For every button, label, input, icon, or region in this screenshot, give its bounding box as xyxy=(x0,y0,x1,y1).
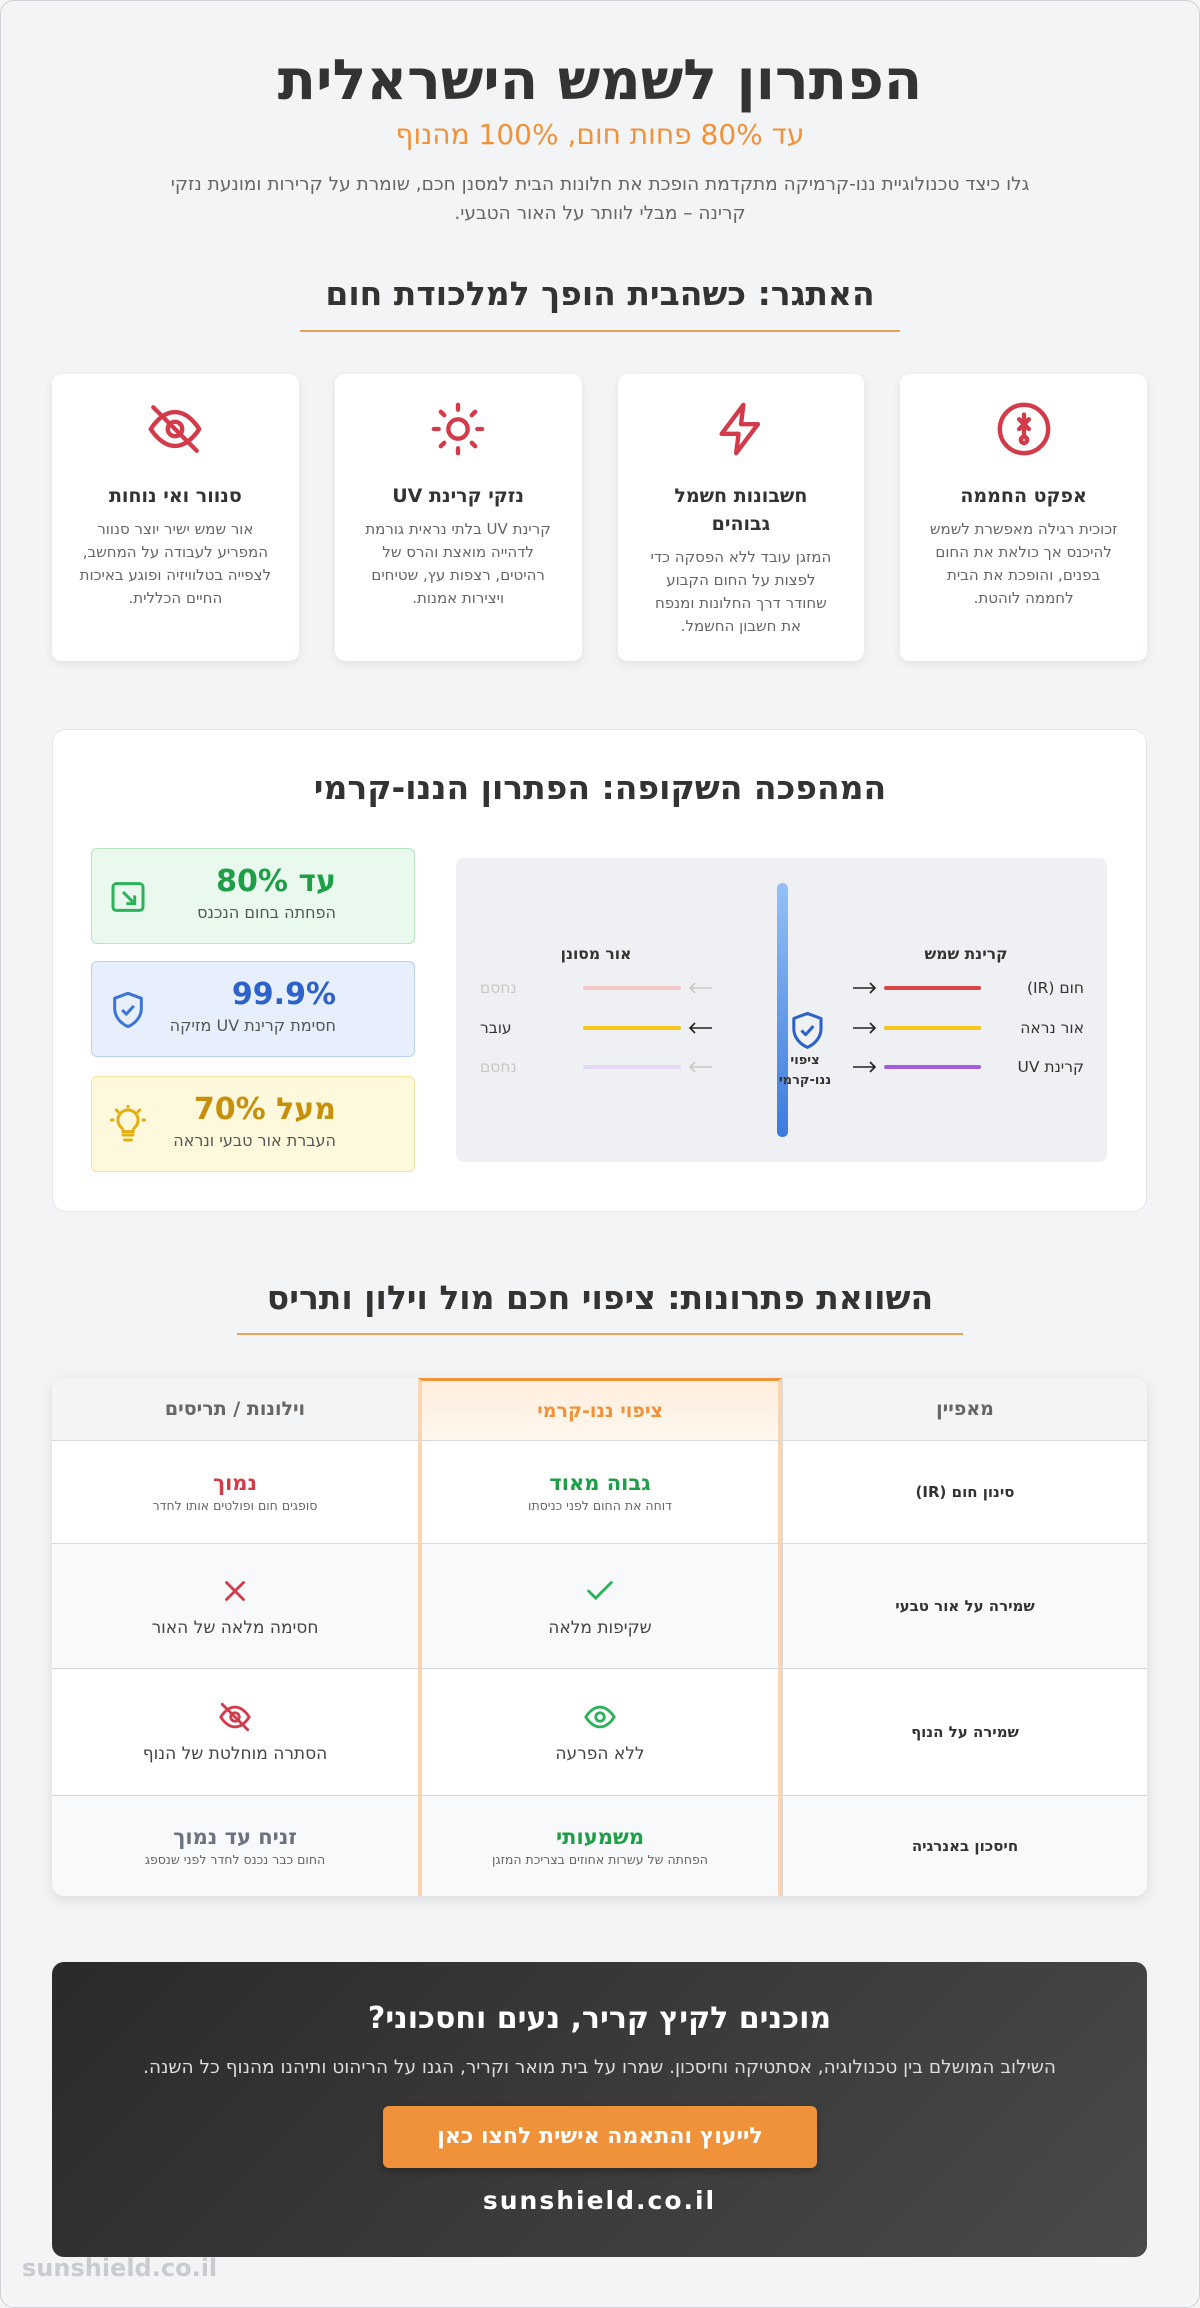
stat-icon xyxy=(111,882,145,912)
card-icon xyxy=(719,402,760,456)
card: אפקט החממה זכוכית רגילה מאפשרת לשמש להיכ… xyxy=(900,374,1147,661)
cta-text: השילוב המושלם בין טכנולוגיה, אסתטיקה וחי… xyxy=(143,2057,1056,2078)
nano-cell: שקיפות מלאה xyxy=(418,1544,782,1669)
stat-box: עד 80% הפחתה בחום הנכנס xyxy=(91,848,415,944)
feature-cell: שמירה על אור טבעי xyxy=(782,1544,1147,1669)
card-title: נזקי קרינת UV xyxy=(392,485,525,507)
cell-text: שקיפות מלאה xyxy=(548,1618,652,1638)
stat-value: עד 80% xyxy=(216,864,336,899)
diagram-graphics xyxy=(583,883,981,1137)
curtain-cell: הסתרה מוחלטת של הנוף xyxy=(52,1669,418,1796)
eye-off-icon xyxy=(219,1702,251,1732)
stat-value: מעל 70% xyxy=(193,1092,336,1127)
incoming-rays xyxy=(884,986,981,1069)
section-heading: השוואת פתרונות: ציפוי חכם מול וילון ותרי… xyxy=(266,1278,934,1317)
curtain-cell: נמוך סופגים חום ופולטים אותו לחדר xyxy=(52,1441,418,1544)
cross-icon xyxy=(225,1581,245,1601)
cell-note: הפחתה של עשרות אחוזים בצריכת המזגן xyxy=(492,1852,708,1867)
cell-text: חסימה מלאה של האור xyxy=(151,1618,319,1638)
cell-title: משמעותי xyxy=(555,1825,645,1849)
card: סנוור ואי נוחות אור שמש ישיר יוצר סנוור … xyxy=(52,374,299,661)
cell-title: נמוך xyxy=(212,1471,258,1495)
curtain-cell: חסימה מלאה של האור xyxy=(52,1544,418,1669)
nano-cell: משמעותי הפחתה של עשרות אחוזים בצריכת המזג… xyxy=(418,1796,782,1896)
cell-title: זניח עד נמוך xyxy=(173,1825,297,1849)
ray-result: עובר xyxy=(480,1019,512,1037)
card-text: קרינת UV בלתי נראית גורמת לדהייה מואצת ו… xyxy=(365,520,551,607)
shield-icon xyxy=(792,1011,823,1049)
challenge-cards: אפקט החממה זכוכית רגילה מאפשרת לשמש להיכ… xyxy=(52,374,1147,661)
ray-result: נחסם xyxy=(480,979,517,997)
cta-title: מוכנים לקיץ קריר, נעים וחסכוני? xyxy=(367,2001,832,2036)
card-icon xyxy=(431,402,485,456)
stat-label: חסימת קרינת UV מזיקה xyxy=(169,1016,336,1035)
ray-label: קרינת UV xyxy=(1017,1058,1085,1076)
watermark: sunshield.co.il xyxy=(22,2254,218,2282)
cta-url: sunshield.co.il xyxy=(482,2186,717,2215)
comparison-table: מאפיין ציפוי ננו-קרמי וילונות / תריסים ס… xyxy=(52,1378,1147,1896)
nano-cell: ללא הפרעה xyxy=(418,1669,782,1796)
cell-title: גבוה מאוד xyxy=(549,1471,651,1495)
cell-text: הסתרה מוחלטת של הנוף xyxy=(142,1744,328,1764)
diagram-heading: אור מסונן xyxy=(560,945,632,963)
stat-label: הפחתה בחום הנכנס xyxy=(197,903,336,922)
cell-note: דוחה את החום לפני כניסתו xyxy=(528,1498,672,1513)
table-header: מאפיין xyxy=(782,1378,1147,1441)
ray-label: אור נראה xyxy=(1020,1019,1084,1037)
card-title: חשבונות חשמל גבוהים xyxy=(674,485,808,535)
card: חשבונות חשמל גבוהים המזגן עובד ללא הפסקה… xyxy=(617,374,865,661)
nano-cell: גבוה מאוד דוחה את החום לפני כניסתו xyxy=(418,1441,782,1544)
feature-cell: חיסכון באנרגיה xyxy=(782,1796,1147,1896)
feature-cell: סינון חום (IR) xyxy=(782,1441,1147,1544)
card-icon xyxy=(997,402,1050,456)
stat-icon xyxy=(109,1105,147,1142)
cell-note: סופגים חום ופולטים אותו לחדר xyxy=(152,1498,318,1513)
cta-box: מוכנים לקיץ קריר, נעים וחסכוני? השילוב ה… xyxy=(52,1962,1147,2257)
ray-result: נחסם xyxy=(480,1058,517,1076)
cta-button[interactable]: לייעוץ והתאמה אישית לחצו כאן xyxy=(383,2106,817,2168)
glass-bar xyxy=(777,883,788,1137)
section-heading: האתגר: כשהבית הופך למלכודת חום xyxy=(325,274,875,313)
stat-box: 99.9% חסימת קרינת UV מזיקה xyxy=(91,961,415,1057)
feature-cell: שמירה על הנוף xyxy=(782,1669,1147,1796)
cell-text: ללא הפרעה xyxy=(555,1744,645,1764)
card: נזקי קרינת UV קרינת UV בלתי נראית גורמת … xyxy=(334,374,582,661)
intro: גלו כיצד טכנולוגיית ננו-קרמיקה מתקדמת הו… xyxy=(170,174,1030,224)
heading-underline xyxy=(300,330,900,332)
diagram-heading: קרינת שמש xyxy=(924,945,1008,963)
card-text: זכוכית רגילה מאפשרת לשמש להיכנס אך כולאת… xyxy=(929,520,1118,607)
table-header: וילונות / תריסים xyxy=(52,1378,418,1441)
card-icon xyxy=(148,405,203,453)
stat-value: 99.9% xyxy=(231,977,336,1012)
section-heading: המהפכה השקופה: הפתרון הננו-קרמי xyxy=(313,768,887,807)
stat-icon xyxy=(113,991,143,1029)
card-text: המזגן עובד ללא הפסקה כדי לפצות על החום ה… xyxy=(650,548,832,635)
stat-box: מעל 70% העברת אור טבעי ונראה xyxy=(91,1076,415,1172)
check-icon xyxy=(587,1581,613,1601)
arrows-out xyxy=(688,982,712,1073)
diagram: קרינת שמש אור מסונן חום (IR) אור נראה קר… xyxy=(456,858,1107,1162)
card-text: אור שמש ישיר יוצר סנוור המפריע לעבודה על… xyxy=(79,520,272,607)
outgoing-rays xyxy=(583,986,681,1069)
subtitle: עד 80% פחות חום, 100% מהנוף xyxy=(395,118,805,151)
heading-underline xyxy=(237,1333,963,1335)
stat-label: העברת אור טבעי ונראה xyxy=(173,1131,336,1150)
card-title: אפקט החממה xyxy=(960,485,1087,507)
arrows-in xyxy=(853,982,877,1073)
page-title: הפתרון לשמש הישראלית xyxy=(277,48,923,113)
coating-label: ציפוי ננו-קרמי xyxy=(778,1053,832,1088)
table-header: ציפוי ננו-קרמי xyxy=(418,1378,782,1441)
eye-icon xyxy=(584,1705,616,1729)
ray-label: חום (IR) xyxy=(1026,979,1084,997)
cell-note: החום כבר נכנס לחדר לפני שנספג xyxy=(144,1852,326,1867)
card-title: סנוור ואי נוחות xyxy=(108,485,242,507)
curtain-cell: זניח עד נמוך החום כבר נכנס לחדר לפני שנספ… xyxy=(52,1796,418,1896)
